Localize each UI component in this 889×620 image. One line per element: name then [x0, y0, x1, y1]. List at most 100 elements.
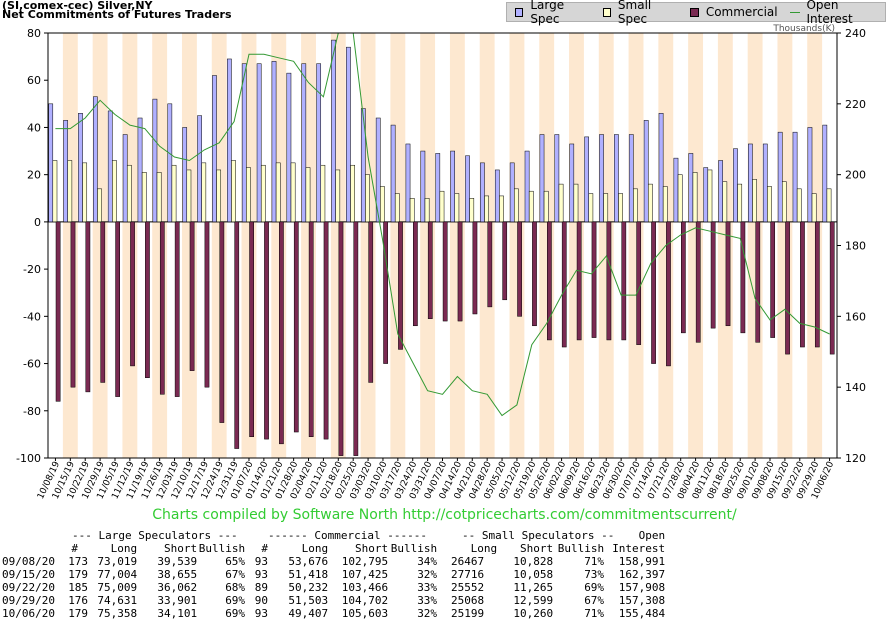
y-left-tick-label: 60 — [27, 74, 41, 87]
bar-commercial — [264, 221, 269, 440]
bar-large-spec — [241, 63, 247, 223]
bar-commercial — [651, 221, 656, 364]
y-right-tick-label: 200 — [845, 169, 866, 182]
bar-commercial — [70, 221, 76, 388]
bar-large-spec — [480, 162, 485, 223]
bar-large-spec — [301, 63, 307, 223]
table-cell: 77,004 — [97, 568, 138, 581]
bar-small-spec — [752, 179, 757, 223]
y-right-tick-label: 180 — [845, 240, 866, 253]
bar-small-spec — [275, 162, 281, 223]
bar-commercial — [85, 221, 91, 393]
bar-small-spec — [603, 193, 609, 223]
bar-commercial — [457, 221, 463, 322]
bar-commercial — [606, 221, 612, 341]
legend-swatch-large-spec — [515, 7, 524, 17]
week-band — [628, 33, 644, 458]
legend-item-large-spec: Large Spec — [515, 0, 591, 26]
bar-small-spec — [782, 181, 787, 223]
bar-large-spec — [271, 61, 277, 223]
table-col-header: Long — [110, 542, 138, 555]
bar-small-spec — [588, 193, 594, 223]
bar-commercial — [472, 221, 478, 315]
week-band — [777, 33, 793, 458]
bar-small-spec — [439, 190, 445, 223]
table-cell: 69% — [584, 581, 605, 594]
week-band — [152, 33, 168, 458]
table-col-header: Interest — [612, 542, 666, 555]
bar-small-spec — [454, 193, 460, 223]
y-right-tick-label: 140 — [845, 381, 866, 394]
table-col-header: # — [71, 542, 79, 555]
bar-commercial — [308, 221, 314, 437]
y-left-tick-label: 80 — [27, 27, 41, 40]
table-row-date: 09/22/20 — [2, 581, 55, 594]
bar-small-spec — [811, 193, 817, 223]
bar-small-spec — [350, 164, 355, 223]
table-col-header: Bullish — [390, 542, 438, 555]
bar-commercial — [561, 221, 567, 348]
bar-small-spec — [52, 160, 58, 223]
y-right-tick-label: 220 — [845, 98, 866, 111]
bar-small-spec — [186, 169, 192, 223]
bar-small-spec — [216, 169, 222, 223]
bar-commercial — [487, 221, 493, 308]
table-cell: 67% — [584, 594, 605, 607]
table-cell: 10,058 — [513, 568, 554, 581]
bar-small-spec — [67, 160, 73, 223]
bar-large-spec — [197, 115, 202, 223]
bar-small-spec — [767, 186, 772, 223]
table-cell: 73% — [584, 568, 605, 581]
table-col-header: Short — [355, 542, 389, 555]
table-cell: 32% — [417, 607, 438, 620]
y-left-tick-label: 0 — [34, 216, 41, 229]
bar-commercial — [338, 221, 344, 456]
table-cell: 185 — [68, 581, 89, 594]
table-col-header: Bullish — [557, 542, 605, 555]
bar-small-spec — [692, 172, 698, 223]
legend-item-small-spec: Small Spec — [602, 0, 678, 26]
bar-large-spec — [658, 113, 664, 223]
bar-large-spec — [494, 169, 500, 223]
bar-small-spec — [558, 183, 564, 223]
bar-commercial — [189, 221, 195, 371]
table-cell: 104,702 — [341, 594, 389, 607]
table-cell: 179 — [68, 568, 89, 581]
bar-large-spec — [48, 103, 54, 223]
table-cell: 90 — [254, 594, 269, 607]
bar-commercial — [576, 221, 582, 341]
bar-small-spec — [171, 164, 177, 223]
table-cell: 69% — [225, 607, 246, 620]
bar-commercial — [785, 221, 790, 355]
table-row-date: 09/29/20 — [2, 594, 55, 607]
week-band — [62, 33, 78, 458]
table-cell: 34,101 — [157, 607, 198, 620]
bar-commercial — [323, 221, 329, 440]
table-cell: 107,425 — [341, 568, 389, 581]
bar-commercial — [413, 221, 418, 327]
open-interest-line — [55, 32, 830, 417]
cot-chart: 806040200-20-40-60-80-100240220200180160… — [16, 24, 866, 501]
bar-commercial — [710, 221, 716, 329]
week-band — [717, 33, 733, 458]
bar-large-spec — [390, 124, 396, 223]
table-cell: 10,828 — [513, 555, 554, 568]
chart-title: (SI,comex-cec) Silver,NY — [2, 0, 153, 12]
bar-large-spec — [688, 153, 694, 223]
table-group-large: --- Large Speculators --- — [72, 529, 238, 542]
bar-large-spec — [703, 167, 709, 223]
bar-commercial — [204, 221, 210, 388]
table-cell: 27716 — [451, 568, 485, 581]
bar-large-spec — [286, 72, 292, 223]
week-band — [569, 33, 584, 458]
table-cell: 38,655 — [157, 568, 198, 581]
table-cell: 103,466 — [341, 581, 389, 594]
y-left-tick-label: -80 — [23, 405, 41, 418]
bar-small-spec — [499, 195, 504, 223]
table-col-header: Short — [520, 542, 554, 555]
table-cell: 157,908 — [618, 581, 666, 594]
bar-commercial — [130, 221, 135, 367]
bar-large-spec — [777, 131, 783, 223]
bar-small-spec — [528, 190, 534, 223]
bar-large-spec — [569, 143, 575, 223]
